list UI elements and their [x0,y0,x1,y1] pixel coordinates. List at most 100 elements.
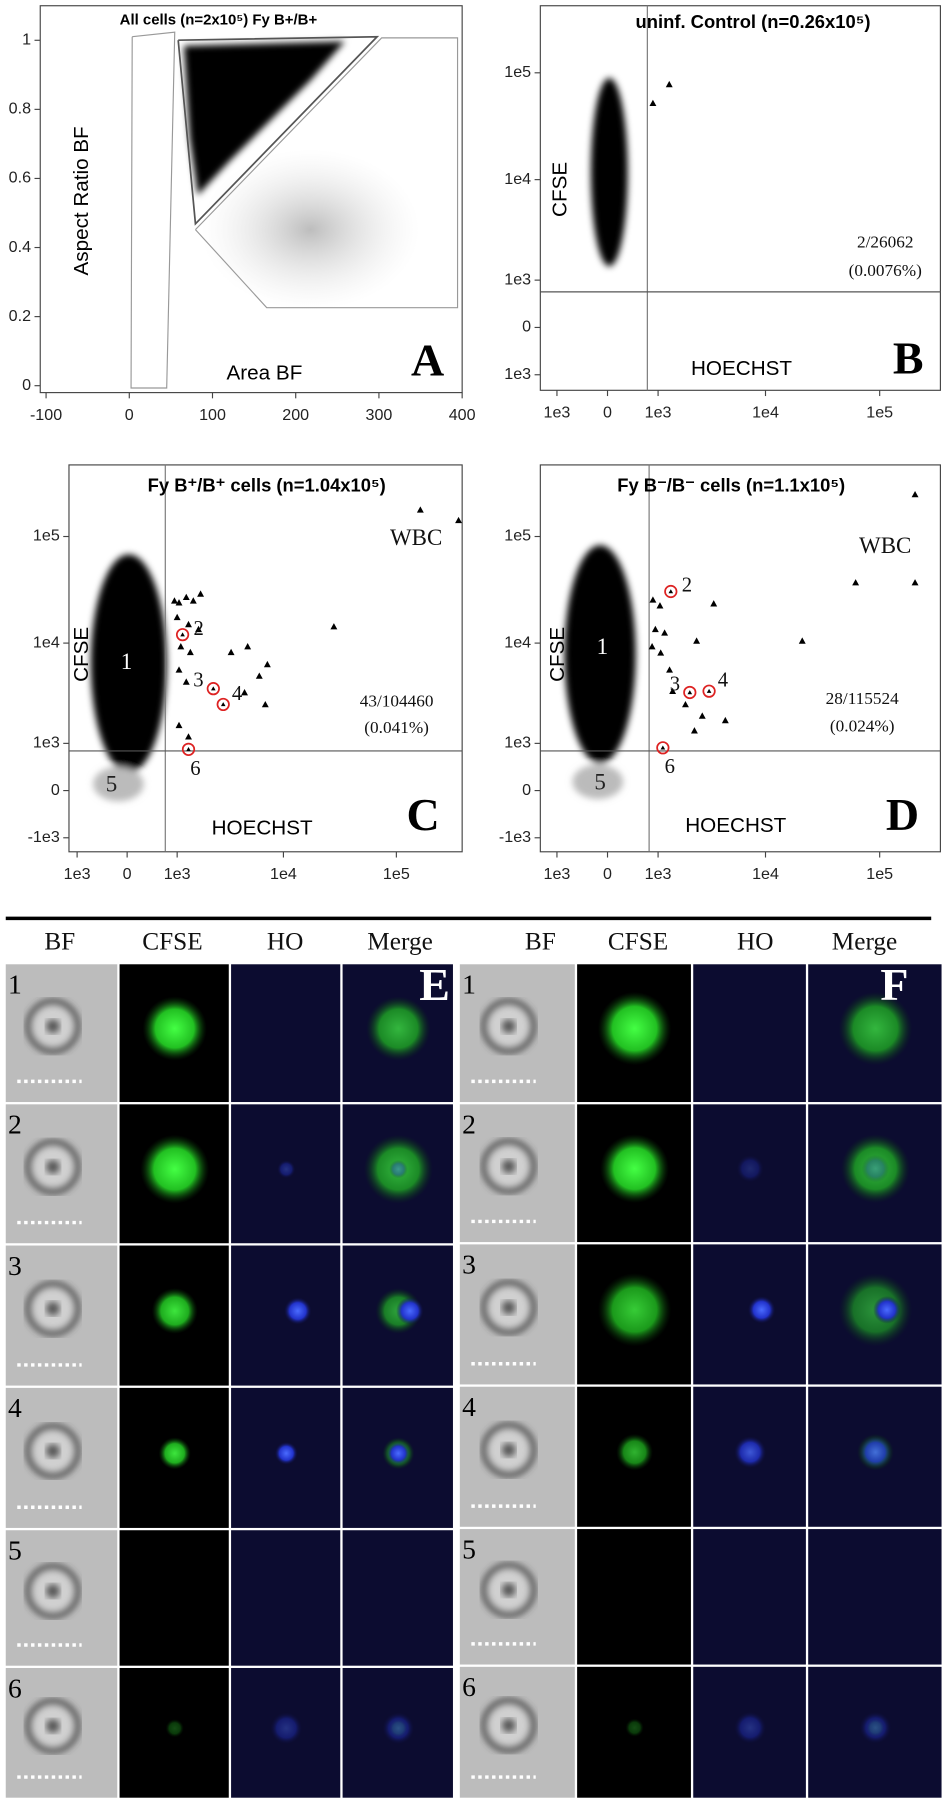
bf-cell-core [45,1301,60,1316]
row-number: 3 [462,1249,476,1280]
bf-cell-core [501,1718,516,1733]
row-number: 2 [8,1109,22,1140]
event-label: 4 [232,683,242,705]
panel-title: Fy B⁺/B⁺ cells (n=1.04x10⁵) [148,475,386,496]
y-tick-label: 0 [522,781,531,799]
row-number: 5 [462,1533,476,1564]
cfse-signal [142,996,207,1061]
panel-letter: F [880,959,908,1010]
event-marker [665,80,673,88]
plot-frame [39,5,463,394]
cell-image [459,964,575,1103]
cell-image [693,1666,806,1798]
event-marker [189,597,197,604]
cell-image [342,1530,453,1666]
cell-image [693,1104,806,1243]
cell-image [5,1667,118,1798]
cell-image [459,1244,575,1385]
cell-image [693,1529,806,1665]
gates-a [130,31,459,389]
event-marker [175,599,183,606]
event-marker [182,678,190,685]
plot-frame [539,5,941,391]
hoechst-signal [396,1297,424,1325]
y-axis-label: CFSE [70,627,93,682]
column-header: BF [44,927,75,955]
y-tick-label: 1e5 [504,63,531,81]
highlighted-event [702,684,716,698]
row-number: 3 [8,1250,22,1281]
row-number: 5 [8,1535,22,1566]
y-tick-label: 1e3 [504,365,531,383]
event-label: 4 [718,670,728,692]
event-marker [656,602,664,609]
hoechst-signal [270,1712,303,1745]
x-tick-label: 0 [603,404,612,422]
highlighted-event [664,584,678,599]
annotation: 43/104460 [360,692,434,711]
hoechst-signal [734,1711,767,1744]
x-tick-label: 1e5 [866,865,893,883]
event-marker [220,702,226,707]
y-tick-label: 1e4 [504,170,531,188]
cfse-signal [600,1134,670,1204]
cell-image [577,1386,691,1527]
population-label: 5 [594,769,605,794]
image-background [231,964,341,1103]
x-tick-label: 0 [603,865,612,883]
populations [90,78,636,802]
annotation: WBC [859,533,911,558]
x-tick-label: 1e3 [64,865,91,883]
x-tick-label: 300 [366,406,393,424]
x-tick-label: 200 [282,406,309,424]
y-tick-label: 0.2 [9,307,31,325]
y-tick-label: 1e3 [33,734,60,752]
event-marker [175,666,183,673]
cell-image [342,1667,453,1798]
cell-image [342,1387,453,1528]
x-tick-label: 1e4 [752,404,779,422]
event-marker [649,596,657,603]
x-tick-label: -100 [30,406,62,424]
cell-image [231,1245,341,1386]
cell-image [231,1530,341,1666]
x-tick-label: 1e5 [383,865,410,883]
cell-image [342,964,453,1103]
bf-cell-core [501,1583,516,1597]
event-marker [706,688,712,693]
x-tick-label: 1e3 [544,865,571,883]
y-tick-label: 0 [522,318,531,336]
event-marker [852,579,860,586]
event-marker [657,649,665,656]
annotation: 28/115524 [826,689,899,708]
x-axis-label: HOECHST [691,357,792,380]
event-label: 6 [665,756,675,778]
event-marker [186,648,194,656]
y-tick-label: 0.6 [9,169,31,187]
hoechst-signal [734,1436,767,1469]
plot-frame [68,464,463,853]
annotation: (0.041%) [364,718,429,737]
cfse-signal [625,1718,644,1737]
event-marker [185,733,192,740]
event-marker [211,686,216,691]
event-marker [661,629,669,636]
x-tick-label: 1e5 [866,404,893,422]
cfse-signal [597,1273,672,1347]
x-tick-label: 1e4 [752,865,779,883]
event-marker [682,700,689,708]
event-marker [416,506,424,513]
cell-image [5,1245,118,1386]
panel-letter: D [886,789,919,840]
cfse-signal [366,996,431,1061]
y-tick-label: 0.8 [9,100,31,118]
bf-cell-core [501,1300,516,1315]
annotation: (0.0076%) [849,261,922,280]
x-tick-label: 0 [123,865,132,883]
cell-image [119,1245,229,1386]
highlighted-event [175,628,190,642]
x-tick-label: 0 [125,406,134,424]
event-marker [710,600,718,607]
cell-image [5,1104,118,1244]
